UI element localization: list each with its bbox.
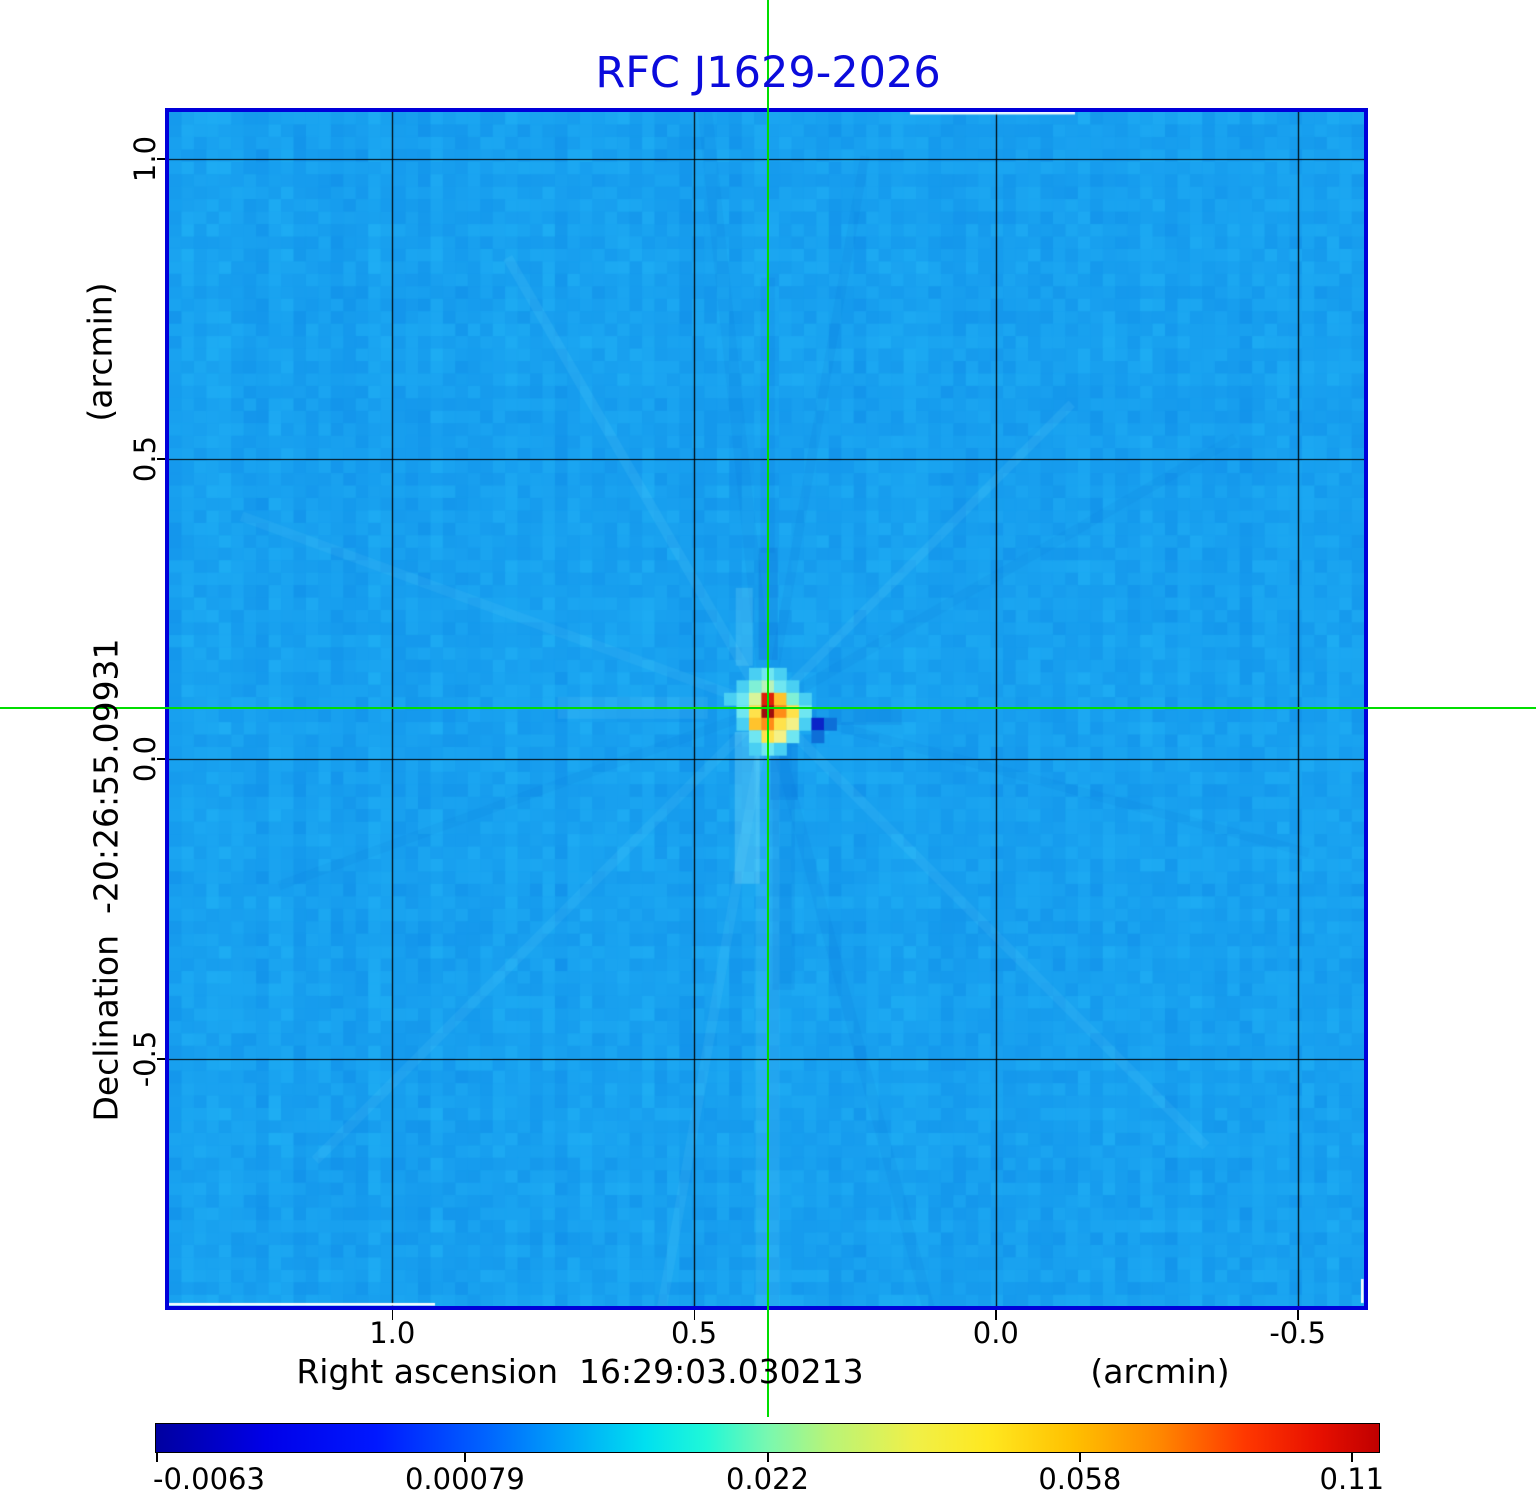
sky-map: [165, 108, 1368, 1310]
axis-tick-mark: [157, 758, 165, 760]
sky-map-canvas: [169, 112, 1364, 1306]
axis-tick-mark: [157, 458, 165, 460]
y-tick-label: 0.0: [128, 735, 162, 782]
colorbar-tick-label: 0.00079: [404, 1462, 525, 1496]
axis-tick-mark: [157, 158, 165, 160]
colorbar-tick-label: -0.0063: [153, 1462, 265, 1496]
colorbar-tick-mark: [766, 1453, 769, 1462]
axis-tick-mark: [157, 1058, 165, 1060]
colorbar-tick-mark: [463, 1453, 466, 1462]
x-tick-label: 1.0: [369, 1316, 416, 1350]
x-axis-unit-label: (arcmin): [1090, 1352, 1230, 1391]
axis-tick-mark: [693, 1310, 696, 1320]
y-axis-label: Declination -20:26:55.09931: [86, 638, 126, 1122]
colorbar-tick-mark: [1350, 1453, 1353, 1462]
x-tick-label: -0.5: [1269, 1316, 1326, 1350]
y-tick-label: -0.5: [128, 1030, 162, 1088]
colorbar: [155, 1423, 1380, 1453]
axis-tick-mark: [391, 1310, 394, 1320]
y-tick-label: 0.5: [128, 435, 162, 482]
x-tick-label: 0.5: [671, 1316, 718, 1350]
colorbar-tick-label: 0.022: [725, 1462, 810, 1496]
x-tick-label: 0.0: [972, 1316, 1019, 1350]
plot-title: RFC J1629-2026: [595, 48, 941, 98]
x-axis-label: Right ascension 16:29:03.030213: [296, 1352, 864, 1391]
crosshair-vertical-line: [766, 0, 769, 1417]
colorbar-gradient: [156, 1424, 1379, 1452]
colorbar-tick-label: 0.11: [1319, 1462, 1385, 1496]
colorbar-tick-mark: [1078, 1453, 1081, 1462]
axis-tick-mark: [995, 1310, 997, 1320]
colorbar-tick-label: 0.058: [1038, 1462, 1122, 1496]
axis-tick-mark: [1297, 1310, 1299, 1320]
y-axis-unit-label: (arcmin): [80, 282, 120, 422]
y-tick-label: 1.0: [128, 135, 162, 182]
colorbar-tick-mark: [156, 1453, 159, 1462]
